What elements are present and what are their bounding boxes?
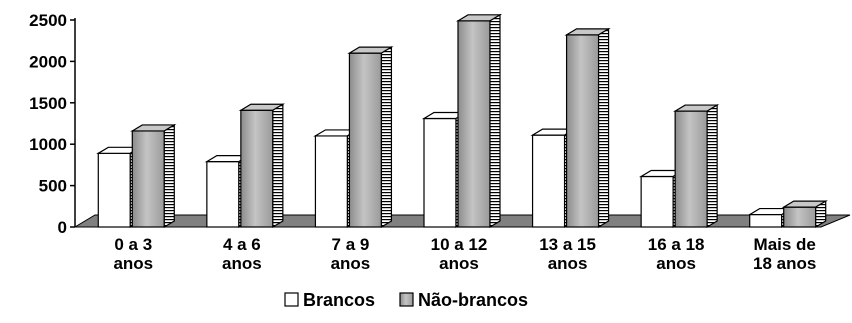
bar-front xyxy=(423,117,457,228)
legend-swatch-nao-brancos xyxy=(399,292,414,307)
bar-side xyxy=(489,13,501,229)
category-label-line: Mais de xyxy=(754,235,816,254)
category-label-line: 10 a 12 xyxy=(431,235,488,254)
category-label-line: 13 a 15 xyxy=(539,235,596,254)
bar-nao-brancos xyxy=(130,123,177,229)
y-tick-label: 1500 xyxy=(29,94,67,113)
bar-front xyxy=(674,110,708,228)
category-label-line: anos xyxy=(222,254,262,273)
category-label-line: 18 anos xyxy=(753,254,816,273)
category-label-line: 16 a 18 xyxy=(648,235,705,254)
bar-front xyxy=(97,152,131,228)
bar-front xyxy=(240,109,274,228)
category-label-line: anos xyxy=(113,254,153,273)
y-tick-label: 2500 xyxy=(29,11,67,30)
bar-front xyxy=(131,130,165,228)
category-label-line: anos xyxy=(656,254,696,273)
bar-nao-brancos xyxy=(238,103,286,229)
bar-front xyxy=(531,134,566,228)
bar-front xyxy=(565,34,600,228)
bar-nao-brancos xyxy=(347,46,394,229)
bar-nao-brancos xyxy=(455,13,503,229)
bar-front xyxy=(749,213,783,228)
bar-side xyxy=(815,200,827,229)
legend-label-nao-brancos: Não-brancos xyxy=(418,290,528,310)
bar-front xyxy=(640,175,674,228)
category-label: 7 a 9 anos xyxy=(331,235,371,273)
category-label-line: 7 a 9 xyxy=(332,235,370,254)
category-label: Mais de 18 anos xyxy=(753,235,816,273)
bar-nao-brancos xyxy=(781,200,828,229)
category-label-line: 4 a 6 xyxy=(223,235,261,254)
legend-label-brancos: Brancos xyxy=(303,290,375,310)
y-tick-label: 0 xyxy=(58,218,67,237)
category-label: 13 a 15 anos xyxy=(539,235,596,273)
legend-swatch-brancos xyxy=(284,292,299,307)
category-label: 10 a 12 anos xyxy=(431,235,488,273)
value-axis: 0 500 1000 1500 2000 2500 xyxy=(29,11,76,237)
category-label-line: anos xyxy=(331,254,371,273)
bar-side xyxy=(163,123,175,229)
bar-front xyxy=(348,52,383,228)
bar-side xyxy=(706,104,718,229)
bar-front xyxy=(314,135,349,228)
bar-nao-brancos xyxy=(672,104,720,229)
bar-side xyxy=(597,27,610,229)
category-label: 0 a 3 anos xyxy=(113,235,153,273)
category-label: 4 a 6 anos xyxy=(222,235,262,273)
bar-front xyxy=(457,20,491,228)
bars xyxy=(96,13,828,229)
category-label-line: 0 a 3 xyxy=(114,235,152,254)
category-label-line: anos xyxy=(439,254,479,273)
bar-nao-brancos xyxy=(564,27,611,229)
bar-front xyxy=(206,160,240,228)
bar-side xyxy=(380,46,393,229)
bar-front xyxy=(783,206,817,228)
category-label-line: anos xyxy=(548,254,588,273)
y-tick-label: 500 xyxy=(39,177,67,196)
category-label: 16 a 18 anos xyxy=(648,235,705,273)
y-tick-label: 2000 xyxy=(29,52,67,71)
y-tick-label: 1000 xyxy=(29,135,67,154)
bar-side xyxy=(272,103,284,229)
legend: Brancos Não-brancos xyxy=(284,290,528,310)
